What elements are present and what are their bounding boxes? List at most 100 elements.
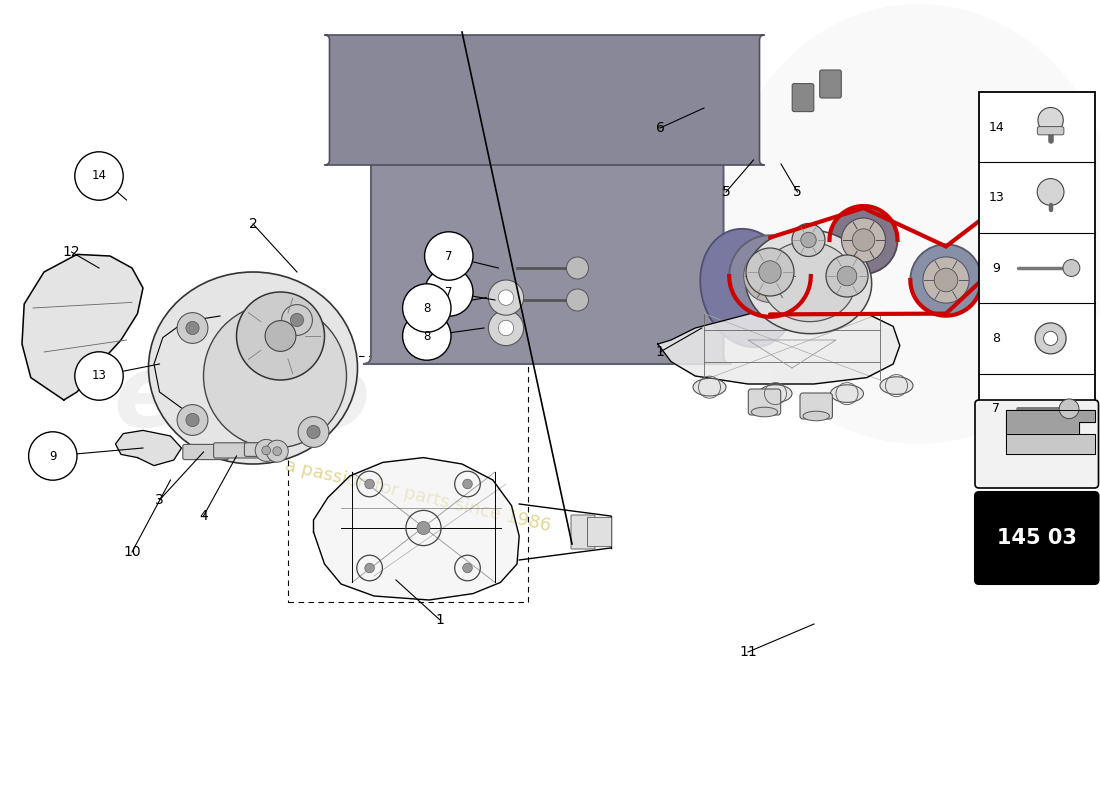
Circle shape: [282, 305, 312, 335]
Text: 8: 8: [992, 332, 1000, 345]
Circle shape: [837, 266, 857, 286]
FancyBboxPatch shape: [792, 83, 814, 111]
Circle shape: [1028, 119, 1062, 153]
Circle shape: [290, 314, 304, 326]
FancyBboxPatch shape: [587, 518, 612, 546]
Circle shape: [425, 232, 473, 280]
Text: 8: 8: [424, 302, 430, 314]
Circle shape: [186, 322, 199, 334]
Polygon shape: [22, 254, 143, 400]
Circle shape: [425, 268, 473, 316]
Text: 7: 7: [446, 286, 452, 298]
Circle shape: [365, 563, 374, 573]
Text: 5: 5: [793, 185, 802, 199]
FancyBboxPatch shape: [183, 444, 229, 459]
Text: 145 03: 145 03: [997, 528, 1077, 548]
Circle shape: [255, 439, 277, 462]
Circle shape: [982, 194, 1042, 254]
Circle shape: [1044, 331, 1058, 346]
Circle shape: [265, 321, 296, 351]
Circle shape: [757, 262, 783, 290]
Ellipse shape: [751, 407, 778, 417]
Text: 11: 11: [739, 645, 757, 659]
Circle shape: [566, 257, 588, 279]
Circle shape: [934, 268, 958, 292]
Circle shape: [498, 320, 514, 336]
Ellipse shape: [759, 385, 792, 402]
Circle shape: [177, 405, 208, 435]
Circle shape: [463, 479, 472, 489]
Circle shape: [801, 232, 816, 248]
Circle shape: [298, 417, 329, 447]
Circle shape: [1036, 127, 1054, 145]
Circle shape: [29, 432, 77, 480]
Polygon shape: [116, 430, 182, 466]
Circle shape: [759, 261, 781, 283]
Text: euro: euro: [113, 351, 371, 449]
Text: 5: 5: [722, 185, 730, 199]
Text: 3: 3: [155, 493, 164, 507]
Circle shape: [566, 289, 588, 311]
Ellipse shape: [693, 378, 726, 396]
Text: 9: 9: [50, 450, 56, 462]
Circle shape: [852, 229, 874, 251]
Ellipse shape: [204, 304, 346, 448]
Text: 1: 1: [656, 345, 664, 359]
Ellipse shape: [803, 411, 829, 421]
Circle shape: [1037, 178, 1064, 206]
FancyBboxPatch shape: [975, 400, 1099, 488]
Circle shape: [792, 223, 825, 257]
Ellipse shape: [701, 229, 795, 347]
Polygon shape: [658, 310, 900, 384]
Circle shape: [744, 250, 796, 302]
Circle shape: [842, 218, 886, 262]
Circle shape: [463, 563, 472, 573]
Ellipse shape: [880, 377, 913, 394]
Circle shape: [1038, 107, 1064, 133]
Circle shape: [993, 205, 1032, 243]
Circle shape: [1063, 259, 1080, 277]
Circle shape: [307, 426, 320, 438]
Text: 2: 2: [249, 217, 257, 231]
Circle shape: [729, 235, 811, 317]
Text: 13: 13: [989, 191, 1004, 204]
FancyBboxPatch shape: [820, 70, 842, 98]
FancyBboxPatch shape: [324, 35, 764, 165]
Circle shape: [403, 284, 451, 332]
Circle shape: [1059, 399, 1079, 418]
Text: a passion for parts since 1986: a passion for parts since 1986: [283, 457, 553, 535]
Text: 8: 8: [424, 330, 430, 342]
Circle shape: [1035, 323, 1066, 354]
Circle shape: [488, 310, 524, 346]
Circle shape: [75, 152, 123, 200]
Circle shape: [186, 414, 199, 426]
Circle shape: [75, 352, 123, 400]
Circle shape: [273, 446, 282, 455]
Text: 14: 14: [989, 121, 1004, 134]
Circle shape: [365, 479, 374, 489]
Circle shape: [746, 248, 794, 296]
FancyBboxPatch shape: [1037, 126, 1064, 135]
Circle shape: [266, 440, 288, 462]
FancyBboxPatch shape: [363, 88, 732, 364]
Text: 13: 13: [91, 370, 107, 382]
Text: 14: 14: [91, 170, 107, 182]
FancyBboxPatch shape: [975, 492, 1099, 584]
Circle shape: [1002, 214, 1022, 234]
Text: 7: 7: [446, 250, 452, 262]
Text: 1: 1: [436, 613, 444, 627]
Circle shape: [498, 290, 514, 306]
Ellipse shape: [830, 385, 864, 402]
Circle shape: [417, 522, 430, 534]
Text: 10: 10: [123, 545, 141, 559]
Circle shape: [923, 257, 969, 303]
Text: 7: 7: [992, 402, 1000, 415]
Text: 6: 6: [656, 121, 664, 135]
FancyBboxPatch shape: [244, 442, 273, 456]
Ellipse shape: [148, 272, 358, 464]
Ellipse shape: [720, 4, 1100, 444]
Text: 12: 12: [63, 245, 80, 259]
Text: 9: 9: [992, 262, 1000, 274]
FancyBboxPatch shape: [979, 92, 1094, 444]
Circle shape: [829, 206, 898, 274]
